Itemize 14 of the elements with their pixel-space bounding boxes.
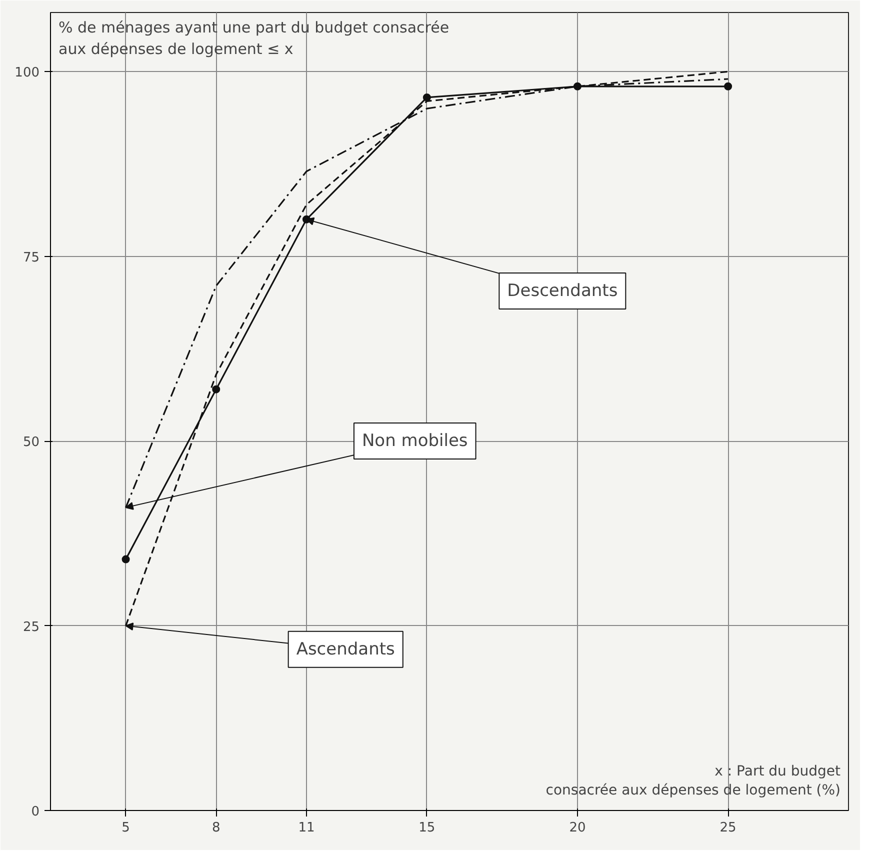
x-tick-label: 5 [122,820,130,836]
x-tick-label: 15 [418,820,436,836]
y-tick-label: 50 [22,435,40,450]
x-tick-label: 8 [212,820,220,836]
x-tick-label: 20 [569,820,586,836]
text: Non mobiles [362,431,468,452]
text: Ascendants [296,639,396,660]
y-tick-label: 25 [22,620,40,635]
y-tick-label: 75 [22,250,40,266]
y-tick-label: 100 [14,66,40,81]
x-tick-label: 25 [720,820,736,836]
y-tick-label: 0 [31,804,40,820]
x-tick-label: 11 [298,820,315,836]
text: Descendants [507,281,618,302]
